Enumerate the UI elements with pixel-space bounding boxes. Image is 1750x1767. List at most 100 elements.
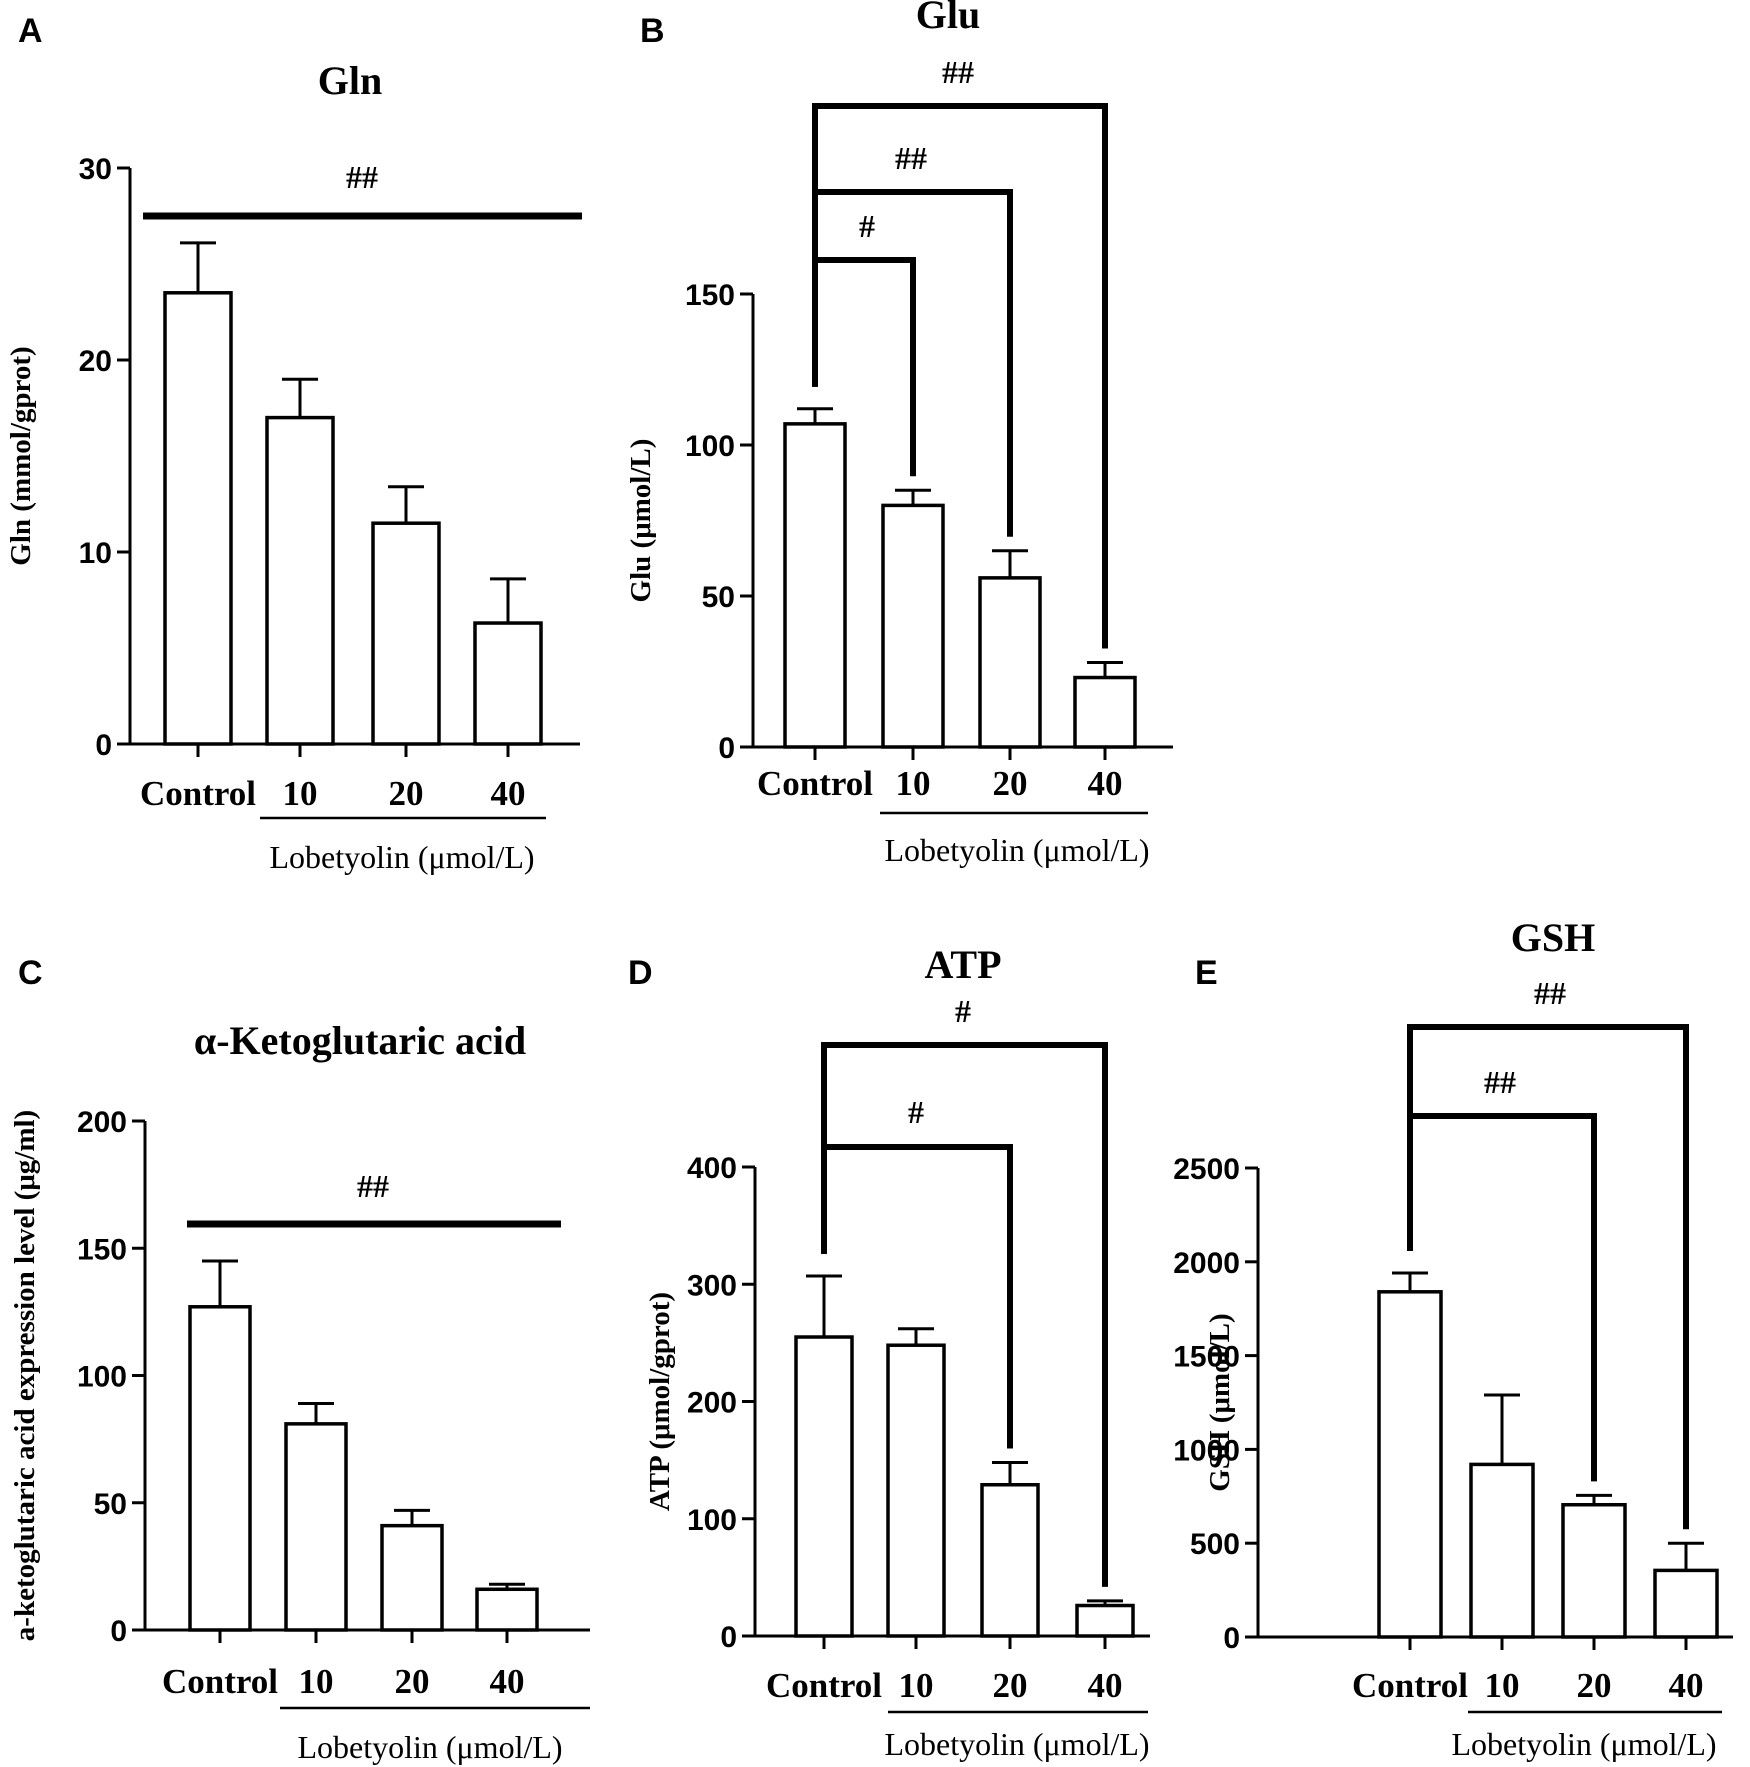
y-tick-label: 150	[685, 279, 735, 312]
chart-title: Glu	[916, 0, 980, 37]
significance-label: ##	[346, 159, 378, 195]
y-tick-label: 200	[687, 1387, 737, 1420]
group-label: Lobetyolin (μmol/L)	[269, 839, 534, 875]
y-axis-label: Glu (μmol/L)	[625, 439, 657, 603]
bar	[1561, 1502, 1627, 1639]
bar	[163, 291, 233, 746]
y-tick-label: 0	[1223, 1622, 1240, 1655]
y-tick-label: 0	[718, 732, 735, 765]
x-tick-label: Control	[1352, 1666, 1468, 1705]
x-tick-label: 20	[395, 1662, 430, 1701]
y-tick-label: 100	[685, 430, 735, 463]
y-tick-label: 20	[79, 345, 112, 378]
bar	[886, 1343, 946, 1638]
x-tick-label: 40	[490, 1662, 525, 1701]
y-tick-label: 2000	[1173, 1247, 1240, 1280]
y-tick-label: 50	[702, 581, 735, 614]
y-tick-label: 500	[1190, 1528, 1240, 1561]
significance-label: ##	[942, 54, 974, 90]
panel-e: E GSH 0 500 1000 1500 2000 2500 GSH (μmol/L) Cont…	[1173, 915, 1733, 1762]
x-tick-label: 20	[993, 1666, 1028, 1705]
bar	[1073, 675, 1137, 749]
bar	[475, 1587, 539, 1632]
significance-label: #	[955, 993, 971, 1029]
y-axis-label: GSH (μmol/L)	[1204, 1313, 1236, 1491]
group-label: Lobetyolin (μmol/L)	[297, 1729, 562, 1765]
x-tick-label: 10	[283, 774, 318, 813]
y-tick-label: 10	[79, 537, 112, 570]
bar	[265, 415, 335, 746]
bar	[794, 1335, 854, 1638]
bar	[881, 503, 945, 749]
panel-letter: B	[640, 12, 665, 50]
x-tick-label: 40	[1088, 1666, 1123, 1705]
bar	[380, 1523, 444, 1632]
y-tick-label: 0	[720, 1621, 737, 1654]
y-tick-label: 300	[687, 1269, 737, 1302]
y-tick-label: 100	[77, 1361, 127, 1394]
x-tick-label: 10	[899, 1666, 934, 1705]
y-tick-label: 100	[687, 1504, 737, 1537]
bar	[1377, 1290, 1443, 1639]
y-tick-label: 150	[77, 1233, 127, 1266]
panel-letter: C	[18, 954, 43, 992]
x-tick-label: Control	[162, 1662, 278, 1701]
x-tick-label: 10	[299, 1662, 334, 1701]
y-tick-label: 1500	[1173, 1341, 1240, 1374]
y-tick-label: 30	[79, 153, 112, 186]
bar	[284, 1422, 348, 1632]
group-label: Lobetyolin (μmol/L)	[884, 1726, 1149, 1762]
bar	[1075, 1603, 1135, 1638]
bar	[371, 521, 441, 746]
y-tick-label: 0	[95, 729, 112, 762]
chart-title: Gln	[318, 58, 382, 103]
panel-d: D ATP 0 100 200 300 400 ATP (μmol/gprot) Control…	[628, 942, 1150, 1762]
x-tick-label: Control	[766, 1666, 882, 1705]
chart-title: ATP	[924, 942, 1001, 987]
group-label: Lobetyolin (μmol/L)	[884, 832, 1149, 868]
panel-letter: A	[18, 12, 43, 50]
y-tick-label: 0	[110, 1615, 127, 1648]
x-tick-label: 20	[389, 774, 424, 813]
x-tick-label: 10	[896, 764, 931, 803]
x-tick-label: 40	[1088, 764, 1123, 803]
bar	[978, 576, 1042, 749]
y-axis-label: Gln (mmol/gprot)	[5, 346, 37, 565]
significance-bracket	[812, 103, 1108, 649]
y-tick-label: 50	[94, 1488, 127, 1521]
panel-letter: E	[1195, 954, 1218, 992]
x-tick-label: 20	[993, 764, 1028, 803]
bar	[1653, 1568, 1719, 1639]
significance-label: #	[859, 208, 875, 244]
x-tick-label: 40	[1669, 1666, 1704, 1705]
significance-label: ##	[1484, 1064, 1516, 1100]
y-axis-label: a-ketoglutaric acid expression level (μg…	[9, 1110, 41, 1641]
x-tick-label: Control	[140, 774, 256, 813]
significance-label: ##	[1534, 975, 1566, 1011]
significance-label: ##	[357, 1168, 389, 1204]
significance-bracket	[1407, 1024, 1689, 1530]
group-label: Lobetyolin (μmol/L)	[1451, 1726, 1716, 1762]
bar	[473, 621, 543, 746]
panel-a: A Gln 0 10 20 30 Gln (mmol/gprot) Control 10 20 40…	[5, 12, 582, 875]
significance-label: #	[908, 1094, 924, 1130]
x-tick-label: 40	[491, 774, 526, 813]
bar	[783, 422, 847, 749]
y-tick-label: 400	[687, 1152, 737, 1185]
chart-title: GSH	[1511, 915, 1595, 960]
y-tick-label: 200	[77, 1106, 127, 1139]
bar	[188, 1305, 252, 1632]
bar	[1469, 1462, 1535, 1639]
panel-c: Cα-Ketoglutaric acid 0 50 100 150 200 a-ketogl…	[9, 954, 590, 1765]
panel-b: B Glu 0 50 100 150 Glu (μmol/L) Control 10 20 40 Lo…	[625, 0, 1173, 868]
x-tick-label: Control	[757, 764, 873, 803]
y-axis-label: ATP (μmol/gprot)	[644, 1292, 676, 1511]
panel-letter: D	[628, 954, 653, 992]
y-tick-label: 1000	[1173, 1434, 1240, 1467]
x-tick-label: 20	[1577, 1666, 1612, 1705]
chart-title: α-Ketoglutaric acid	[194, 1018, 526, 1063]
y-tick-label: 2500	[1173, 1153, 1240, 1186]
significance-label: ##	[895, 140, 927, 176]
significance-bracket	[821, 1042, 1108, 1587]
